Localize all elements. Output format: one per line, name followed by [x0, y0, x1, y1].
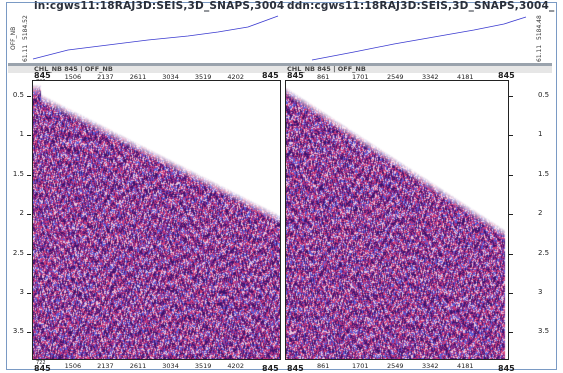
left-gather-title: CHL_NB 845 | OFF_NB: [34, 65, 113, 73]
y-tick-mark: [509, 214, 513, 216]
pane-splitter[interactable]: [8, 63, 552, 66]
y-tick-label: 3: [19, 287, 24, 296]
left-dataset-title: in:cgws11:18RAJ3D:SEIS,3D_SNAPS,3004_OFF…: [34, 0, 284, 12]
x-tick-label: 3342: [422, 73, 439, 81]
x-tick-label: 2137: [97, 73, 114, 81]
y-tick-label: 2.5: [538, 248, 550, 257]
x-tick-label: 861: [317, 362, 330, 370]
right-bottom-first-label: 845: [287, 364, 304, 373]
left-header-plot: OFF_NB 5184.52 61.11: [8, 12, 280, 62]
left-bottom-corner-label: 722: [36, 360, 46, 366]
viewer-frame: [6, 2, 557, 370]
left-header-curve: [32, 15, 279, 60]
y-tick-label: 2: [19, 209, 24, 218]
x-tick-label: 1506: [64, 362, 82, 370]
left-seismic-panel[interactable]: [32, 80, 281, 360]
y-tick-label: 3: [538, 287, 543, 296]
y-tick-label: 2.5: [12, 248, 24, 257]
left-bottom-last-label: 845: [262, 364, 279, 373]
right-dataset-title: ddn:cgws11:18RAJ3D:SEIS,3D_SNAPS,3004_RE…: [287, 0, 555, 12]
y-tick-mark: [27, 214, 31, 216]
y-tick-label: 1.5: [12, 169, 24, 178]
y-tick-mark: [509, 95, 513, 97]
y-tick-label: 0.5: [12, 90, 24, 99]
right-bottom-last-label: 845: [498, 364, 515, 373]
x-tick-label: 3034: [162, 73, 179, 81]
y-tick-mark: [27, 95, 31, 97]
x-tick-label: 3034: [162, 362, 179, 370]
y-tick-mark: [27, 292, 31, 294]
y-tick-mark: [27, 332, 31, 334]
x-tick-label: 4181: [457, 362, 474, 370]
x-tick-label: 2549: [387, 362, 404, 370]
x-tick-label: 4202: [227, 73, 244, 81]
y-tick-label: 1: [19, 130, 24, 139]
y-tick-mark: [27, 135, 31, 137]
y-tick-mark: [509, 332, 513, 334]
x-tick-label: 861: [317, 73, 330, 81]
x-tick-label: 4202: [227, 362, 244, 370]
right-seismic-panel[interactable]: [285, 80, 509, 360]
y-tick-mark: [509, 253, 513, 255]
y-tick-mark: [509, 174, 513, 176]
gather-header-strip: [8, 66, 552, 73]
right-header-plot: 5184.48 61.11: [284, 12, 554, 62]
x-tick-label: 2611: [129, 362, 147, 370]
x-tick-label: 3519: [194, 362, 212, 370]
x-tick-label: 3519: [194, 73, 212, 81]
right-top-last-label: 845: [498, 71, 515, 80]
y-tick-label: 1.5: [538, 169, 550, 178]
left-top-last-label: 845: [262, 71, 279, 80]
right-seismic-gather[interactable]: [286, 81, 508, 359]
x-tick-label: 2549: [387, 73, 404, 81]
left-top-first-label: 845: [34, 71, 51, 80]
x-tick-label: 1701: [352, 362, 369, 370]
right-top-first-label: 845: [287, 71, 304, 80]
x-tick-label: 2611: [129, 73, 147, 81]
y-tick-mark: [27, 174, 31, 176]
y-tick-label: 2: [538, 209, 543, 218]
left-bottom-first-label: 845: [34, 364, 51, 373]
x-tick-label: 1701: [352, 73, 369, 81]
right-header-plot-bottom-value: 61.11: [536, 44, 543, 62]
right-gather-title: CHL_NB 845 | OFF_NB: [287, 65, 366, 73]
x-tick-label: 3342: [422, 362, 439, 370]
left-seismic-gather[interactable]: [33, 81, 280, 359]
y-tick-mark: [509, 292, 513, 294]
x-tick-label: 2137: [97, 362, 114, 370]
y-tick-mark: [509, 135, 513, 137]
right-header-curve: [311, 16, 527, 61]
y-tick-label: 3.5: [538, 327, 550, 336]
y-tick-label: 0.5: [538, 90, 550, 99]
x-tick-label: 4181: [457, 73, 474, 81]
right-header-plot-top-value: 5184.48: [536, 15, 543, 40]
y-tick-label: 3.5: [12, 327, 24, 336]
x-tick-label: 1506: [64, 73, 82, 81]
y-tick-mark: [27, 253, 31, 255]
y-tick-label: 1: [538, 130, 543, 139]
